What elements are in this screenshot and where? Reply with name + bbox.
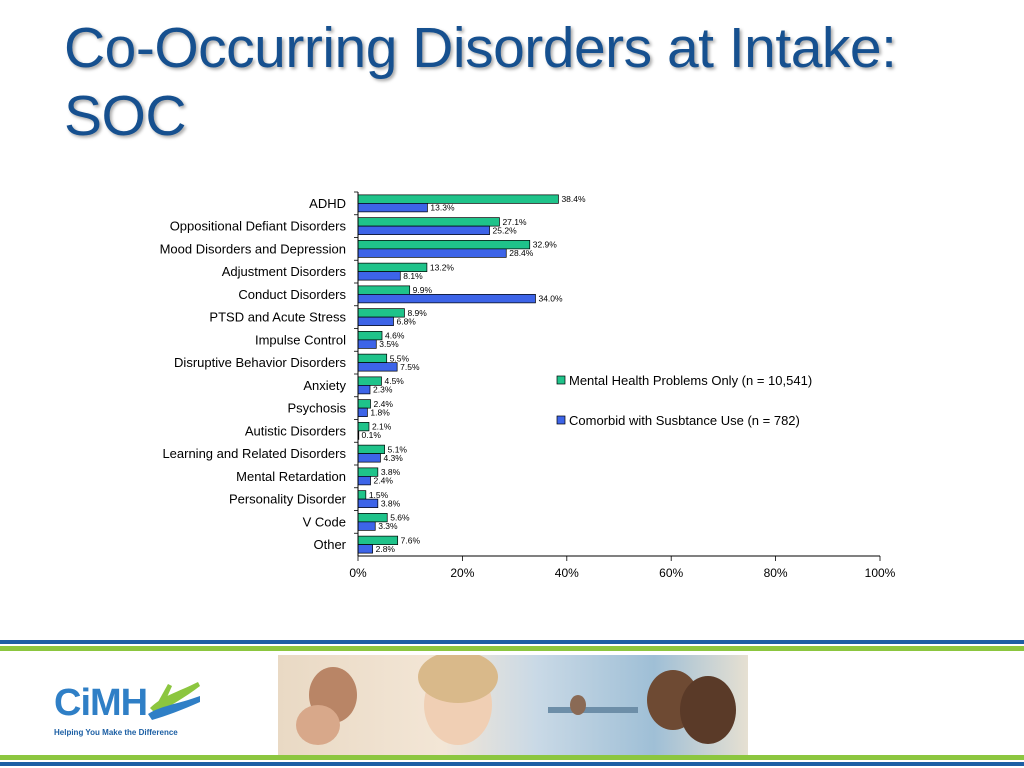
category-label: Psychosis xyxy=(287,401,346,416)
data-label: 1.5% xyxy=(369,490,389,500)
category-label: Anxiety xyxy=(303,378,346,393)
cimh-logo: CiMH Helping You Make the Difference xyxy=(54,678,214,742)
data-label: 13.2% xyxy=(430,262,455,272)
footer-stripe-blue-top xyxy=(0,640,1024,644)
data-label: 13.3% xyxy=(430,203,455,213)
bar-comorbid-substance-use xyxy=(357,385,371,395)
x-tick-label: 0% xyxy=(349,566,367,580)
legend-label: Comorbid with Susbtance Use (n = 782) xyxy=(569,413,800,428)
slide-title: Co-Occurring Disorders at Intake: SOC xyxy=(64,16,897,148)
bar-chart: ADHD Oppositional Defiant Disorders Mood D… xyxy=(160,191,896,580)
x-tick-label: 60% xyxy=(659,566,683,580)
data-label: 6.8% xyxy=(396,316,416,326)
x-tick-label: 100% xyxy=(865,566,896,580)
data-label: 4.3% xyxy=(383,453,403,463)
data-label: 0.1% xyxy=(362,430,382,440)
data-label: 38.4% xyxy=(561,194,586,204)
bar-mental-health-only xyxy=(357,444,385,454)
data-label: 4.5% xyxy=(384,376,404,386)
data-label: 3.5% xyxy=(379,339,399,349)
data-label: 2.8% xyxy=(376,544,396,554)
data-label: 5.6% xyxy=(390,513,410,523)
data-label: 32.9% xyxy=(533,240,558,250)
logo-text: CiMH xyxy=(54,682,148,724)
legend-label: Mental Health Problems Only (n = 10,541) xyxy=(569,373,812,388)
data-label: 1.8% xyxy=(370,407,390,417)
bar-comorbid-substance-use xyxy=(357,316,394,326)
bar-comorbid-substance-use xyxy=(357,407,368,417)
data-label: 9.9% xyxy=(413,285,433,295)
bar-mental-health-only xyxy=(357,217,500,227)
category-label: Mood Disorders and Depression xyxy=(160,241,346,256)
hand-logo-icon xyxy=(148,682,200,720)
data-label: 5.1% xyxy=(388,444,408,454)
data-label: 2.4% xyxy=(374,476,394,486)
data-label: 8.9% xyxy=(407,308,427,318)
bar-mental-health-only xyxy=(357,399,371,409)
bar-comorbid-substance-use xyxy=(357,339,377,349)
bar-comorbid-substance-use xyxy=(357,476,371,486)
data-label: 25.2% xyxy=(493,225,518,235)
data-label: 2.3% xyxy=(373,385,393,395)
data-label: 3.8% xyxy=(381,467,401,477)
bar-mental-health-only xyxy=(357,285,411,295)
category-label: PTSD and Acute Stress xyxy=(209,310,346,325)
data-label: 28.4% xyxy=(509,248,534,258)
category-label: Oppositional Defiant Disorders xyxy=(170,219,347,234)
category-label: Other xyxy=(313,537,346,552)
legend-swatch-comorbid xyxy=(556,415,566,425)
category-label: Personality Disorder xyxy=(229,492,347,507)
data-label: 3.8% xyxy=(381,498,401,508)
data-label: 7.6% xyxy=(401,535,421,545)
category-label: Adjustment Disorders xyxy=(222,264,347,279)
footer-stripe-blue-bottom xyxy=(0,762,1024,766)
footer xyxy=(0,640,1024,768)
data-label: 34.0% xyxy=(538,294,563,304)
category-label: Disruptive Behavior Disorders xyxy=(174,355,346,370)
bar-mental-health-only xyxy=(357,490,367,500)
data-label: 4.6% xyxy=(385,331,405,341)
x-tick-label: 20% xyxy=(450,566,474,580)
data-label: 2.1% xyxy=(372,422,392,432)
data-label: 7.5% xyxy=(400,362,420,372)
x-tick-label: 80% xyxy=(764,566,788,580)
footer-stripe-green-bottom xyxy=(0,755,1024,760)
data-label: 27.1% xyxy=(502,217,527,227)
category-label: Conduct Disorders xyxy=(238,287,346,302)
bar-comorbid-substance-use xyxy=(357,544,373,554)
legend-swatch-mental-health-only xyxy=(556,375,566,385)
data-label: 5.5% xyxy=(390,353,410,363)
bar-comorbid-substance-use xyxy=(357,248,507,258)
bar-comorbid-substance-use xyxy=(357,203,428,213)
bar-mental-health-only xyxy=(357,353,388,363)
bar-comorbid-substance-use xyxy=(357,453,381,463)
x-tick-label: 40% xyxy=(555,566,579,580)
bar-comorbid-substance-use xyxy=(357,225,490,235)
bar-comorbid-substance-use xyxy=(357,498,379,508)
data-label: 2.4% xyxy=(374,399,394,409)
bar-comorbid-substance-use xyxy=(357,271,401,281)
category-label: Autistic Disorders xyxy=(245,423,347,438)
category-label: ADHD xyxy=(309,196,346,211)
data-label: 8.1% xyxy=(403,271,423,281)
family-photo-collage xyxy=(278,655,748,755)
bar-mental-health-only xyxy=(357,194,559,204)
category-label: Mental Retardation xyxy=(236,469,346,484)
category-label: Learning and Related Disorders xyxy=(162,446,346,461)
bar-comorbid-substance-use xyxy=(357,521,376,531)
bar-mental-health-only xyxy=(357,240,531,250)
category-label: Impulse Control xyxy=(255,332,346,347)
logo-tagline: Helping You Make the Difference xyxy=(54,728,178,737)
data-label: 3.3% xyxy=(378,521,398,531)
footer-stripe-green-top xyxy=(0,646,1024,651)
bar-comorbid-substance-use xyxy=(357,362,398,372)
bar-comorbid-substance-use xyxy=(357,294,536,304)
category-label: V Code xyxy=(303,514,346,529)
